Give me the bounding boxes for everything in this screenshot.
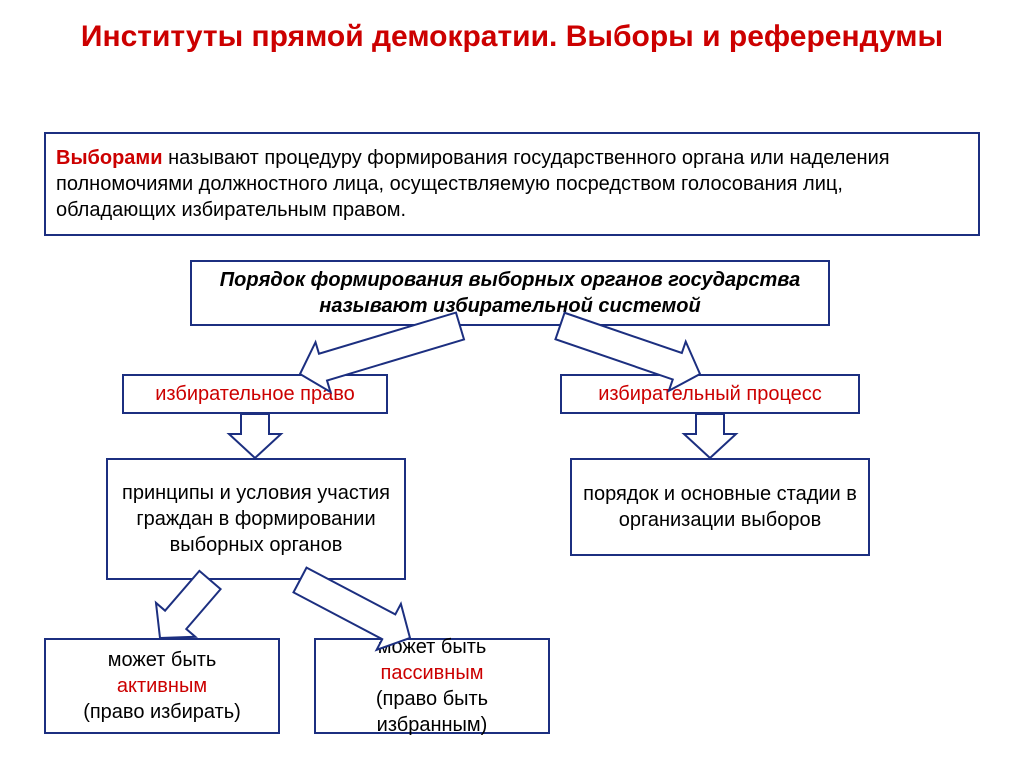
- principles-box: принципы и условия участия граждан в фор…: [106, 458, 406, 580]
- passive-line3: (право быть избранным): [326, 686, 538, 738]
- stages-text: порядок и основные стадии в организации …: [583, 483, 857, 531]
- passive-box: может быть пассивным (право быть избранн…: [314, 638, 550, 734]
- active-line2: активным: [56, 673, 268, 699]
- definition-box: Выборами называют процедуру формирования…: [44, 132, 980, 236]
- electoral-right-text: избирательное право: [155, 383, 354, 405]
- definition-highlight: Выборами: [56, 147, 163, 169]
- definition-rest: называют процедуру формирования государс…: [56, 147, 890, 221]
- stages-box: порядок и основные стадии в организации …: [570, 458, 870, 556]
- arrow-icon: [229, 414, 281, 458]
- active-box: может быть активным (право избирать): [44, 638, 280, 734]
- system-box: Порядок формирования выборных органов го…: [190, 260, 830, 326]
- active-line3: (право избирать): [56, 699, 268, 725]
- passive-line2: пассивным: [326, 660, 538, 686]
- electoral-process-box: избирательный процесс: [560, 374, 860, 414]
- passive-line1: может быть: [326, 634, 538, 660]
- page-title: Институты прямой демократии. Выборы и ре…: [0, 0, 1024, 66]
- active-line1: может быть: [56, 647, 268, 673]
- system-text: Порядок формирования выборных органов го…: [220, 269, 800, 317]
- title-text: Институты прямой демократии. Выборы и ре…: [81, 20, 943, 53]
- principles-text: принципы и условия участия граждан в фор…: [122, 482, 390, 556]
- electoral-right-box: избирательное право: [122, 374, 388, 414]
- electoral-process-text: избирательный процесс: [598, 383, 822, 405]
- arrow-icon: [684, 414, 736, 458]
